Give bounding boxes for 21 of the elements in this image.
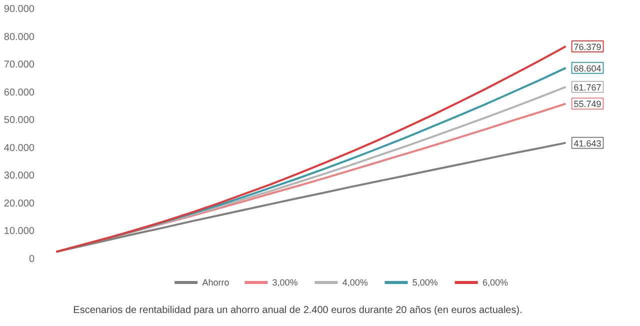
text: Escenarios de rentabilidad para un ahorro anual de 2.400 euros durante 20 años (en euros actuales). <box>73 305 522 316</box>
y-tick-label: 30.000 <box>4 170 35 182</box>
y-tick-label: 40.000 <box>4 142 35 154</box>
y-tick-label: 80.000 <box>4 32 35 43</box>
y-tick-label: 70.000 <box>4 60 35 71</box>
y-tick-label: 90.000 <box>4 4 35 15</box>
y-tick-label: 20.000 <box>4 198 35 210</box>
y-tick-label: 60.000 <box>4 87 35 98</box>
data-label: 76.379 <box>574 42 602 52</box>
y-tick-label: 0 <box>28 254 35 265</box>
legend-label: 5,00% <box>412 278 438 288</box>
y-tick-label: 50.000 <box>4 115 35 126</box>
data-label: 41.643 <box>574 138 602 148</box>
data-label: 68.604 <box>574 63 602 74</box>
legend-label: 6,00% <box>482 278 508 288</box>
data-label: 61.767 <box>574 82 602 92</box>
data-label: 55.749 <box>574 99 602 110</box>
legend-label: Ahorro <box>202 278 230 288</box>
y-tick-label: 10.000 <box>4 226 35 238</box>
legend-label: 4,00% <box>342 278 368 288</box>
legend-label: 3,00% <box>272 278 298 288</box>
